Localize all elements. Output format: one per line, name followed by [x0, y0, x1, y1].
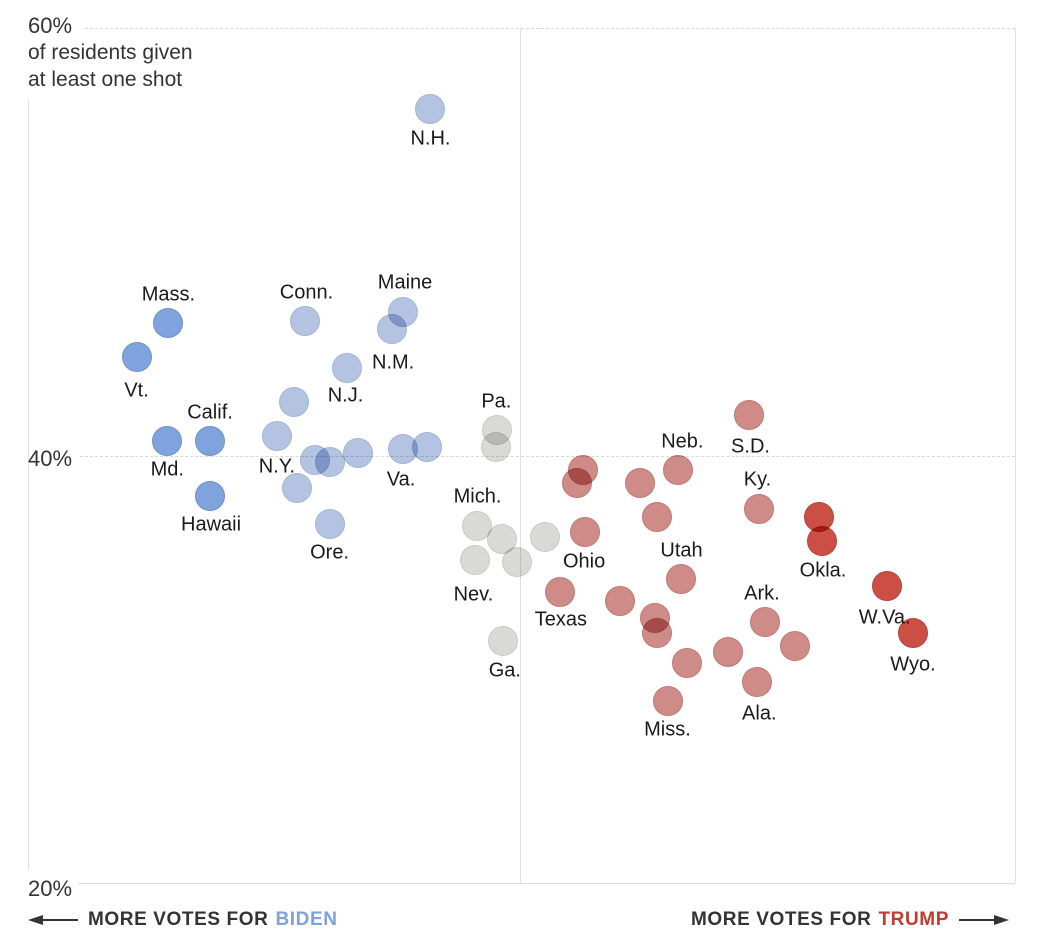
- state-label-conn: Conn.: [279, 281, 334, 304]
- gridline-60pct: [85, 28, 1015, 29]
- state-dot-hawaii: [195, 481, 226, 512]
- state-label-ore: Ore.: [310, 541, 350, 564]
- state-dot-ala: [742, 667, 773, 698]
- state-label-pa: Pa.: [481, 390, 512, 413]
- state-label-ohio: Ohio: [562, 550, 606, 573]
- state-label-ala: Ala.: [742, 702, 777, 725]
- state-label-ky: Ky.: [743, 468, 772, 491]
- state-dot-wva: [871, 570, 902, 601]
- gridline-20pct: [78, 883, 1015, 884]
- chart-subtitle-line-2: at least one shot: [28, 68, 183, 91]
- state-dot-okla: [806, 526, 837, 556]
- state-dot-ohio: [570, 517, 601, 548]
- state-dot-nj: [279, 387, 310, 418]
- state-dot-nh: [415, 94, 446, 125]
- state-dot: [481, 431, 512, 462]
- state-label-neb: Neb.: [661, 430, 704, 453]
- state-label-wva: W.Va.: [858, 606, 911, 629]
- state-dot-mich: [461, 511, 492, 542]
- state-label-nh: N.H.: [410, 127, 451, 150]
- state-label-mass: Mass.: [141, 283, 196, 306]
- footer-biden-text: MORE VOTES FOR: [88, 909, 269, 930]
- state-label-okla: Okla.: [799, 559, 847, 582]
- state-label-mich: Mich.: [453, 485, 502, 508]
- footer-biden-annotation: MORE VOTES FOR BIDEN: [28, 908, 338, 932]
- state-dot-texas: [544, 577, 575, 608]
- state-label-nj: N.J.: [327, 384, 364, 407]
- gridline-40pct: [80, 456, 1015, 457]
- y-tick-40: 40%: [28, 446, 73, 471]
- state-dot-nm: [332, 352, 363, 383]
- state-label-ark: Ark.: [744, 582, 780, 605]
- state-dot: [562, 468, 593, 499]
- state-dot: [529, 521, 560, 552]
- biden-label: BIDEN: [275, 909, 338, 930]
- state-label-ga: Ga.: [488, 659, 521, 682]
- chart-title-block: 60% of residents given at least one shot: [28, 13, 193, 93]
- state-dot-wyo: [898, 617, 928, 648]
- gridline-zero-margin: [520, 28, 521, 883]
- state-dot: [672, 647, 703, 678]
- state-label-va: Va.: [386, 468, 416, 491]
- state-dot: [642, 617, 673, 648]
- footer-trump-annotation: MORE VOTES FOR TRUMP: [691, 908, 1009, 932]
- state-label-texas: Texas: [534, 608, 587, 631]
- state-dot: [642, 502, 673, 533]
- state-dot-ny: [261, 421, 292, 452]
- state-dot: [624, 468, 655, 499]
- state-dot: [281, 472, 312, 503]
- state-dot: [605, 585, 636, 616]
- state-label-sd: S.D.: [731, 435, 770, 458]
- state-label-nm: N.M.: [372, 351, 415, 374]
- state-label-wyo: Wyo.: [890, 653, 936, 676]
- state-dot-ore: [314, 508, 345, 539]
- state-dot-ark: [749, 607, 780, 638]
- state-dot: [377, 314, 408, 345]
- state-dot: [779, 630, 810, 661]
- state-dot-nev: [460, 545, 491, 576]
- state-dot-ga: [487, 626, 518, 657]
- chart-subtitle-line-1: of residents given: [28, 41, 193, 64]
- axis-left-border: [28, 100, 29, 870]
- trump-label: TRUMP: [878, 909, 949, 930]
- state-label-vt: Vt.: [124, 379, 149, 402]
- state-dot-mass: [153, 307, 184, 338]
- state-dot-ky: [744, 493, 775, 524]
- state-label-md: Md.: [150, 458, 184, 481]
- state-label-nev: Nev.: [453, 583, 494, 606]
- state-label-ny: N.Y.: [258, 455, 296, 478]
- state-dot: [314, 446, 345, 477]
- state-dot: [412, 431, 443, 462]
- state-dot-vt: [121, 342, 152, 373]
- y-tick-20: 20%: [28, 876, 73, 901]
- state-dot-calif: [195, 425, 226, 456]
- axis-right-border: [1015, 28, 1016, 883]
- state-dot-md: [152, 425, 183, 456]
- state-dot: [502, 547, 533, 578]
- state-dot: [343, 438, 374, 469]
- state-label-maine: Maine: [377, 271, 433, 294]
- left-arrow-icon: [28, 915, 78, 925]
- state-label-hawaii: Hawaii: [181, 513, 242, 536]
- state-dot-conn: [290, 305, 321, 336]
- footer-trump-text: MORE VOTES FOR: [690, 909, 872, 930]
- state-dot: [712, 637, 743, 668]
- state-label-calif: Calif.: [187, 401, 233, 424]
- state-dot-neb: [663, 455, 694, 486]
- state-label-miss: Miss.: [644, 718, 691, 741]
- right-arrow-icon: [959, 915, 1009, 925]
- state-dot-miss: [653, 686, 684, 717]
- state-dot-sd: [733, 399, 764, 430]
- state-label-utah: Utah: [660, 539, 703, 562]
- state-dot-utah: [665, 564, 696, 595]
- y-tick-60: 60%: [28, 13, 73, 38]
